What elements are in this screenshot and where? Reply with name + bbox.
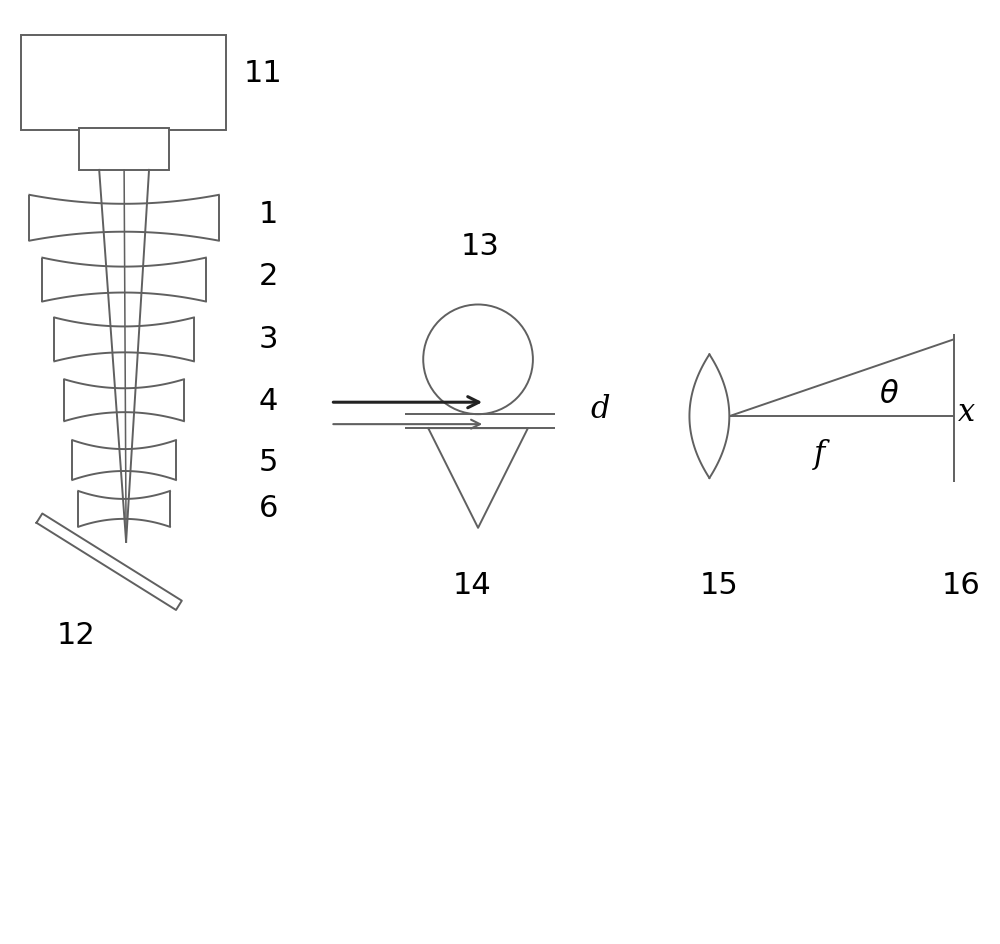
Text: 12: 12 bbox=[57, 621, 96, 650]
Text: 11: 11 bbox=[243, 59, 282, 88]
Text: f: f bbox=[813, 439, 825, 469]
Text: 4: 4 bbox=[259, 387, 278, 415]
Text: 3: 3 bbox=[259, 325, 278, 354]
Text: 15: 15 bbox=[700, 571, 739, 600]
Bar bbox=[79, 128, 169, 170]
Text: 16: 16 bbox=[941, 571, 980, 600]
Text: x: x bbox=[958, 396, 975, 428]
Text: 2: 2 bbox=[259, 262, 278, 291]
Text: d: d bbox=[590, 394, 609, 425]
Text: 1: 1 bbox=[259, 200, 278, 229]
Text: $\theta$: $\theta$ bbox=[879, 379, 899, 410]
Text: 13: 13 bbox=[461, 232, 499, 261]
Text: 14: 14 bbox=[453, 571, 491, 600]
Text: 5: 5 bbox=[259, 447, 278, 477]
Bar bbox=[21, 35, 226, 130]
Text: 6: 6 bbox=[259, 495, 278, 523]
